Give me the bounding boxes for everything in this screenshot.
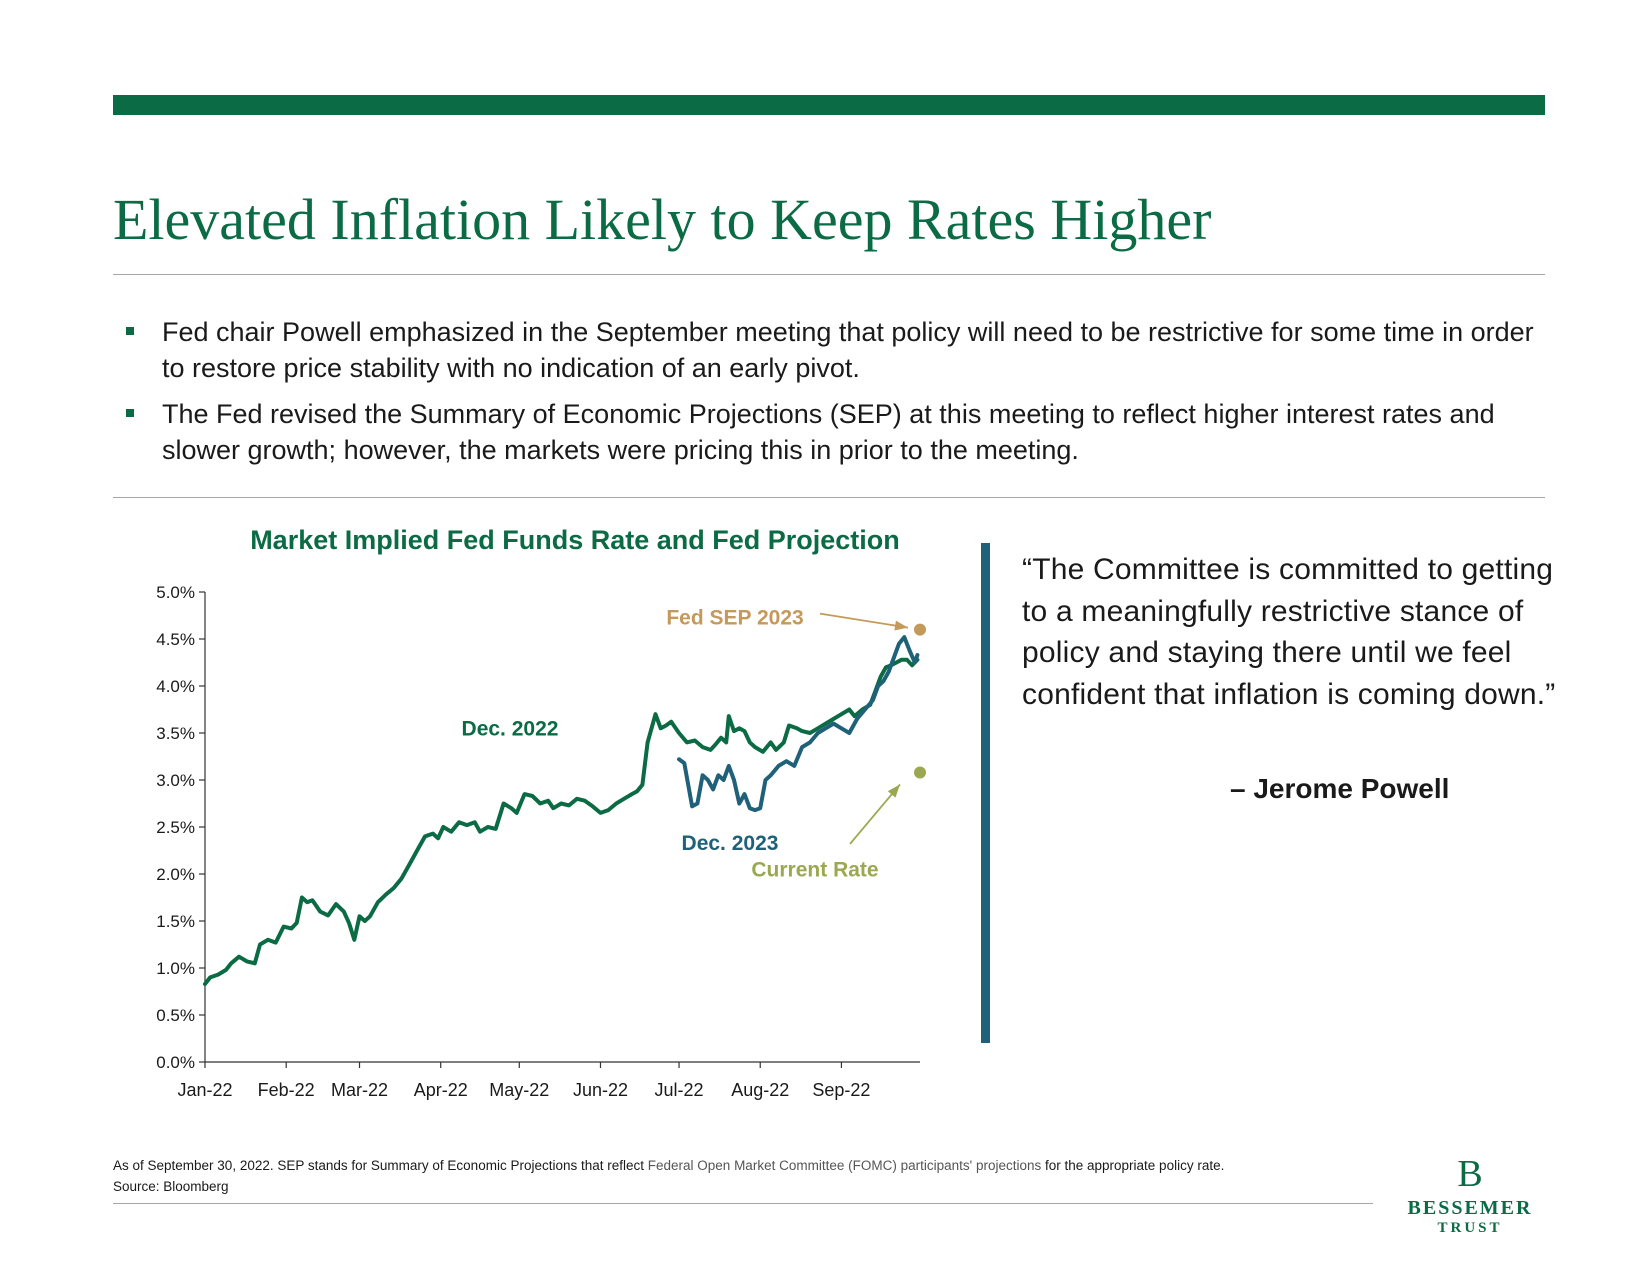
marker-fed-sep-2023 [914, 623, 926, 636]
y-tick-label: 5.0% [156, 583, 195, 602]
powell-quote: “The Committee is committed to getting t… [1022, 553, 1556, 711]
bullet-text: Fed chair Powell emphasized in the Septe… [162, 317, 1534, 383]
bullet-square-icon [126, 409, 134, 417]
arrow-current-rate-head [887, 784, 900, 798]
logo-mark-icon: B [1457, 1153, 1483, 1195]
y-tick-label: 4.0% [156, 677, 195, 696]
y-tick-label: 4.5% [156, 630, 195, 649]
footnote-fomc-text: Federal Open Market Committee (FOMC) par… [647, 1158, 1042, 1173]
x-tick-label: Jun-22 [573, 1080, 628, 1100]
y-tick-label: 3.0% [156, 771, 195, 790]
chart-title: Market Implied Fed Funds Rate and Fed Pr… [250, 525, 900, 555]
top-accent-bar [113, 95, 1545, 115]
series-line-dec-2023 [677, 635, 920, 813]
marker-current-rate [914, 766, 926, 779]
x-tick-label: Apr-22 [414, 1080, 468, 1100]
x-tick-label: Mar-22 [331, 1080, 388, 1100]
bullet-list: Fed chair Powell emphasized in the Septe… [120, 314, 1540, 478]
y-tick-label: 0.0% [156, 1053, 195, 1072]
label-dec-2023: Dec. 2023 [682, 832, 779, 855]
footer-divider [113, 1203, 1373, 1204]
x-tick-label: Feb-22 [258, 1080, 315, 1100]
y-tick-label: 2.5% [156, 818, 195, 837]
title-divider [113, 274, 1545, 275]
logo-line-2: TRUST [1437, 1220, 1503, 1236]
slide-title: Elevated Inflation Likely to Keep Rates … [113, 187, 1212, 252]
x-tick-label: Aug-22 [731, 1080, 789, 1100]
quote-author: – Jerome Powell [1230, 773, 1450, 804]
logo-line-1: BESSEMER [1407, 1197, 1533, 1219]
footnote-source: Source: Bloomberg [113, 1179, 229, 1194]
x-tick-label: May-22 [489, 1080, 549, 1100]
x-tick-label: Jan-22 [177, 1080, 232, 1100]
y-tick-label: 2.0% [156, 865, 195, 884]
bullet-text: The Fed revised the Summary of Economic … [162, 399, 1495, 465]
bessemer-logo: B BESSEMER TRUST [1390, 1155, 1550, 1237]
x-tick-label: Sep-22 [812, 1080, 870, 1100]
y-tick-label: 1.0% [156, 959, 195, 978]
footnote-text-end: for the appropriate policy rate. [1041, 1158, 1225, 1173]
bullet-item: Fed chair Powell emphasized in the Septe… [120, 314, 1540, 386]
label-current-rate: Current Rate [751, 858, 878, 881]
bullets-divider [113, 497, 1545, 498]
rate-line-chart: 0.0% 0.5% 1.0% 1.5% 2.0% 2.5% 3.0% 3.5% 4.0% 4.5%… [156, 583, 926, 1100]
arrow-fed-sep-head [894, 620, 908, 631]
series-line-dec-2022 [203, 657, 920, 986]
bullet-item: The Fed revised the Summary of Economic … [120, 396, 1540, 468]
y-tick-label: 0.5% [156, 1006, 195, 1025]
x-tick-label: Jul-22 [655, 1080, 704, 1100]
footnote-text: As of September 30, 2022. SEP stands for… [113, 1158, 648, 1173]
y-tick-label: 3.5% [156, 724, 195, 743]
footnote-line-1: As of September 30, 2022. SEP stands for… [113, 1155, 1224, 1176]
label-fed-sep-2023: Fed SEP 2023 [666, 606, 803, 629]
quote-accent-bar [981, 543, 990, 1043]
bullet-square-icon [126, 327, 134, 335]
label-dec-2022: Dec. 2022 [462, 717, 559, 740]
arrow-fed-sep-shaft [819, 612, 909, 629]
footnote: As of September 30, 2022. SEP stands for… [113, 1155, 1224, 1197]
y-tick-label: 1.5% [156, 912, 195, 931]
